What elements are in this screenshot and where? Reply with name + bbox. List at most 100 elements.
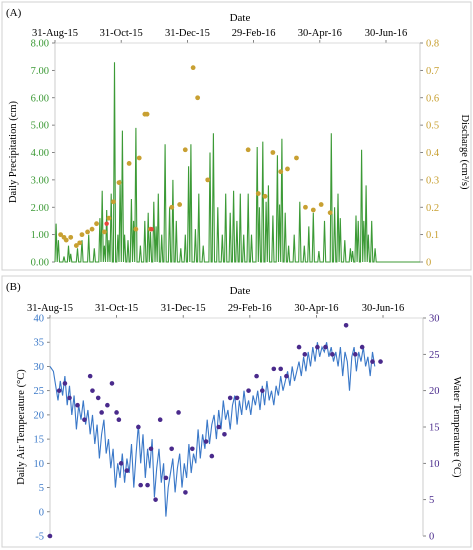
discharge-point (111, 199, 116, 205)
water-temperature-point (370, 359, 375, 364)
x-tick-label: 30-Jun-16 (362, 303, 405, 314)
left-tick-label: 2.00 (31, 203, 49, 214)
left-tick-label: 40 (34, 314, 45, 325)
right-tick-label: 0.8 (426, 39, 439, 50)
water-temperature-point (62, 381, 68, 386)
water-temperature-point (90, 388, 95, 393)
panel-b-label: (B) (6, 281, 21, 293)
water-temperature-point (136, 424, 141, 430)
water-temperature-point (190, 446, 195, 452)
right-tick-label: 10 (429, 459, 440, 470)
right-tick-label: 0.6 (426, 93, 439, 104)
left-tick-label: 0.00 (31, 258, 49, 269)
water-temperature-point (330, 352, 335, 357)
panel-a-left-ticks: 0.00 1.00 2.00 3.00 4.00 5.00 6.00 7.00 8.00 (31, 39, 55, 269)
water-temperature-point (359, 344, 365, 350)
right-tick-label: 15 (429, 423, 440, 434)
discharge-point (318, 202, 324, 207)
x-tick-label: 29-Feb-16 (232, 28, 276, 39)
discharge-point (63, 237, 69, 243)
water-temperature-point (315, 344, 320, 350)
right-tick-label: 0.4 (426, 148, 440, 159)
water-temperature-point (114, 410, 119, 415)
discharge-point (310, 207, 316, 213)
discharge-point (278, 169, 284, 175)
right-tick-label: 5 (429, 495, 434, 506)
discharge-point (102, 229, 107, 235)
left-tick-label: 5 (39, 483, 44, 494)
left-tick-label: 3.00 (31, 175, 49, 186)
water-temperature-point (323, 344, 328, 350)
water-temperature-point (75, 402, 80, 408)
highlight-point (149, 226, 154, 232)
water-temperature-point (216, 424, 222, 430)
panel-a: (A) Date 31-Aug-15 31-Oct-15 31-Dec-15 29-F… (1, 1, 472, 271)
discharge-point (190, 65, 196, 71)
discharge-point (85, 229, 90, 235)
panel-a-border (1, 1, 472, 271)
water-temperature-point (163, 475, 169, 481)
panel-a-right-ylabel: Discharge (cm³/s) (459, 115, 470, 190)
panel-b-border (1, 275, 472, 548)
x-tick-label: 31-Oct-15 (95, 303, 138, 314)
highlight-points (104, 221, 154, 232)
discharge-point (68, 234, 74, 240)
x-tick-label: 31-Dec-15 (161, 303, 206, 314)
water-temperature-point (284, 373, 289, 379)
right-tick-label: 0.2 (426, 203, 439, 214)
discharge-point (245, 147, 251, 153)
water-temperature-point (87, 373, 93, 379)
discharge-point (169, 204, 175, 210)
discharge-point (136, 155, 142, 161)
x-tick-label: 31-Oct-15 (100, 28, 143, 39)
water-temperature-point (105, 402, 110, 408)
panel-b-left-ticks: -5 0 5 10 15 20 25 30 35 40 (34, 314, 50, 543)
water-temperature-point (352, 352, 358, 357)
precipitation-line (54, 62, 420, 263)
discharge-point (182, 147, 188, 153)
discharge-point (144, 111, 150, 117)
water-temperature-point (82, 417, 87, 423)
water-temperature-point (209, 453, 215, 459)
water-temperature-point (95, 395, 101, 401)
x-tick-label: 29-Feb-16 (228, 303, 272, 314)
water-temperature-point (227, 395, 233, 401)
right-tick-label: 0.1 (426, 230, 439, 241)
water-temperature-point (148, 446, 154, 452)
panel-a-label: (A) (6, 7, 22, 19)
left-tick-label: 0 (39, 507, 44, 518)
discharge-point (294, 155, 299, 161)
discharge-point (303, 204, 308, 210)
discharge-point (327, 210, 333, 216)
right-tick-label: 0.7 (426, 66, 439, 77)
water-temperature-point (378, 359, 383, 364)
water-temperature-point (157, 417, 163, 423)
water-temperature-point (234, 395, 240, 401)
right-tick-label: 0 (426, 258, 431, 269)
left-tick-label: 35 (34, 338, 45, 349)
left-tick-label: 7.00 (31, 66, 49, 77)
water-temperature-point (109, 381, 115, 386)
x-tick-label: 30-Apr-16 (298, 28, 342, 39)
discharge-point (106, 215, 112, 221)
water-temperature-point (183, 490, 188, 495)
water-temperature-point (67, 395, 72, 401)
panel-b-xlabel: Date (230, 285, 251, 297)
water-temperature-point (99, 410, 104, 415)
right-tick-label: 0.5 (426, 121, 439, 132)
panel-a-right-ticks: 0 0.1 0.2 0.3 0.4 0.5 0.6 0.7 0.8 (420, 39, 440, 269)
water-temperature-point (124, 468, 130, 473)
water-temperature-point (153, 497, 158, 502)
water-temperature-point (296, 344, 302, 350)
water-temperature-point (203, 439, 209, 444)
water-temperature-points (47, 322, 383, 539)
discharge-point (177, 202, 183, 207)
panel-b-x-ticks: 31-Aug-15 31-Oct-15 31-Dec-15 29-Feb-16 30-A… (27, 303, 404, 318)
left-tick-label: 1.00 (31, 230, 49, 241)
right-tick-label: 20 (429, 386, 440, 397)
water-temperature-point (302, 352, 308, 357)
water-temperature-point (169, 446, 174, 452)
water-temperature-point (278, 366, 283, 372)
discharge-point (58, 232, 64, 238)
left-tick-label: 5.00 (31, 121, 49, 132)
